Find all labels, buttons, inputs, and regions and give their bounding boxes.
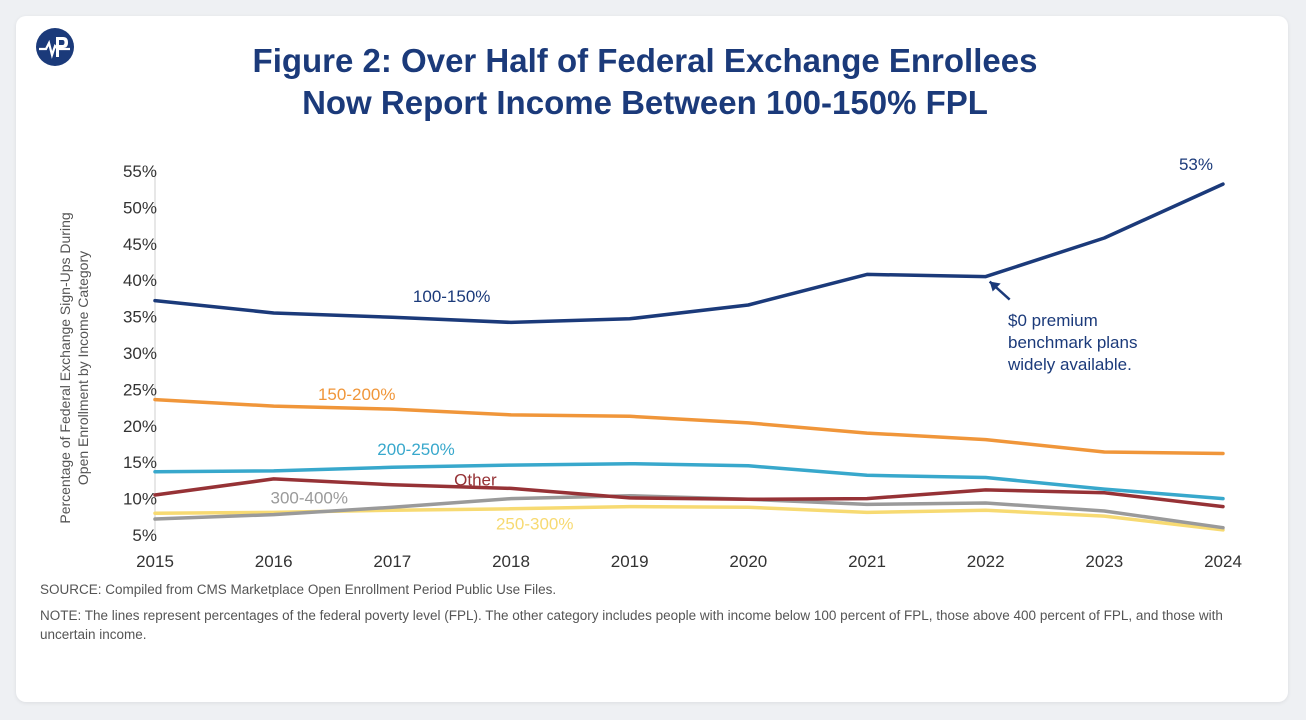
series-line-other bbox=[153, 477, 1225, 509]
x-tick-label: 2016 bbox=[255, 552, 293, 571]
series-line-200-250 bbox=[153, 461, 1225, 501]
source-note: SOURCE: Compiled from CMS Marketplace Op… bbox=[40, 582, 557, 597]
series-label-250-300: 250-300% bbox=[496, 514, 574, 533]
y-tick-label: 50% bbox=[123, 198, 157, 217]
x-tick-label: 2023 bbox=[1085, 552, 1123, 571]
x-tick-label: 2015 bbox=[136, 552, 174, 571]
end-value-label: 53% bbox=[1179, 155, 1213, 174]
y-tick-label: 15% bbox=[123, 453, 157, 472]
y-tick-label: 55% bbox=[123, 162, 157, 181]
y-tick-label: 30% bbox=[123, 344, 157, 363]
figure-card bbox=[16, 16, 1288, 702]
y-tick-label: 45% bbox=[123, 235, 157, 254]
callout-text-line: widely available. bbox=[1007, 355, 1132, 374]
series-label-200-250: 200-250% bbox=[377, 440, 455, 459]
x-tick-label: 2022 bbox=[967, 552, 1005, 571]
callout-text-line: $0 premium bbox=[1008, 311, 1098, 330]
series-line-250-300 bbox=[153, 504, 1225, 532]
series-line-150-200 bbox=[153, 397, 1225, 456]
y-tick-label: 10% bbox=[123, 490, 157, 509]
x-tick-label: 2024 bbox=[1204, 552, 1242, 571]
series-label-100-150: 100-150% bbox=[413, 287, 491, 306]
chart-title-line1: Figure 2: Over Half of Federal Exchange … bbox=[252, 42, 1038, 79]
y-tick-label: 40% bbox=[123, 271, 157, 290]
y-axis-label-line1: Percentage of Federal Exchange Sign-Ups … bbox=[57, 212, 73, 523]
series-label-300-400: 300-400% bbox=[271, 488, 349, 507]
x-tick-label: 2017 bbox=[373, 552, 411, 571]
x-tick-label: 2021 bbox=[848, 552, 886, 571]
chart-title-line2: Now Report Income Between 100-150% FPL bbox=[302, 84, 988, 121]
footnote: NOTE: The lines represent percentages of… bbox=[40, 608, 1223, 642]
y-tick-label: 25% bbox=[123, 380, 157, 399]
series-line-100-150 bbox=[153, 182, 1225, 325]
series-label-other: Other bbox=[454, 470, 497, 489]
y-tick-label: 20% bbox=[123, 417, 157, 436]
x-tick-label: 2020 bbox=[729, 552, 767, 571]
x-tick-label: 2018 bbox=[492, 552, 530, 571]
chart-title: Figure 2: Over Half of Federal Exchange … bbox=[140, 40, 1150, 124]
y-tick-label: 35% bbox=[123, 308, 157, 327]
y-axis-label-line2: Open Enrollment by Income Category bbox=[75, 251, 91, 485]
y-tick-label: 5% bbox=[132, 526, 157, 545]
series-label-150-200: 150-200% bbox=[318, 385, 396, 404]
x-tick-label: 2019 bbox=[611, 552, 649, 571]
callout-arrow-head bbox=[989, 281, 1001, 292]
callout-text-line: benchmark plans bbox=[1008, 333, 1137, 352]
brand-logo-icon bbox=[36, 28, 74, 66]
